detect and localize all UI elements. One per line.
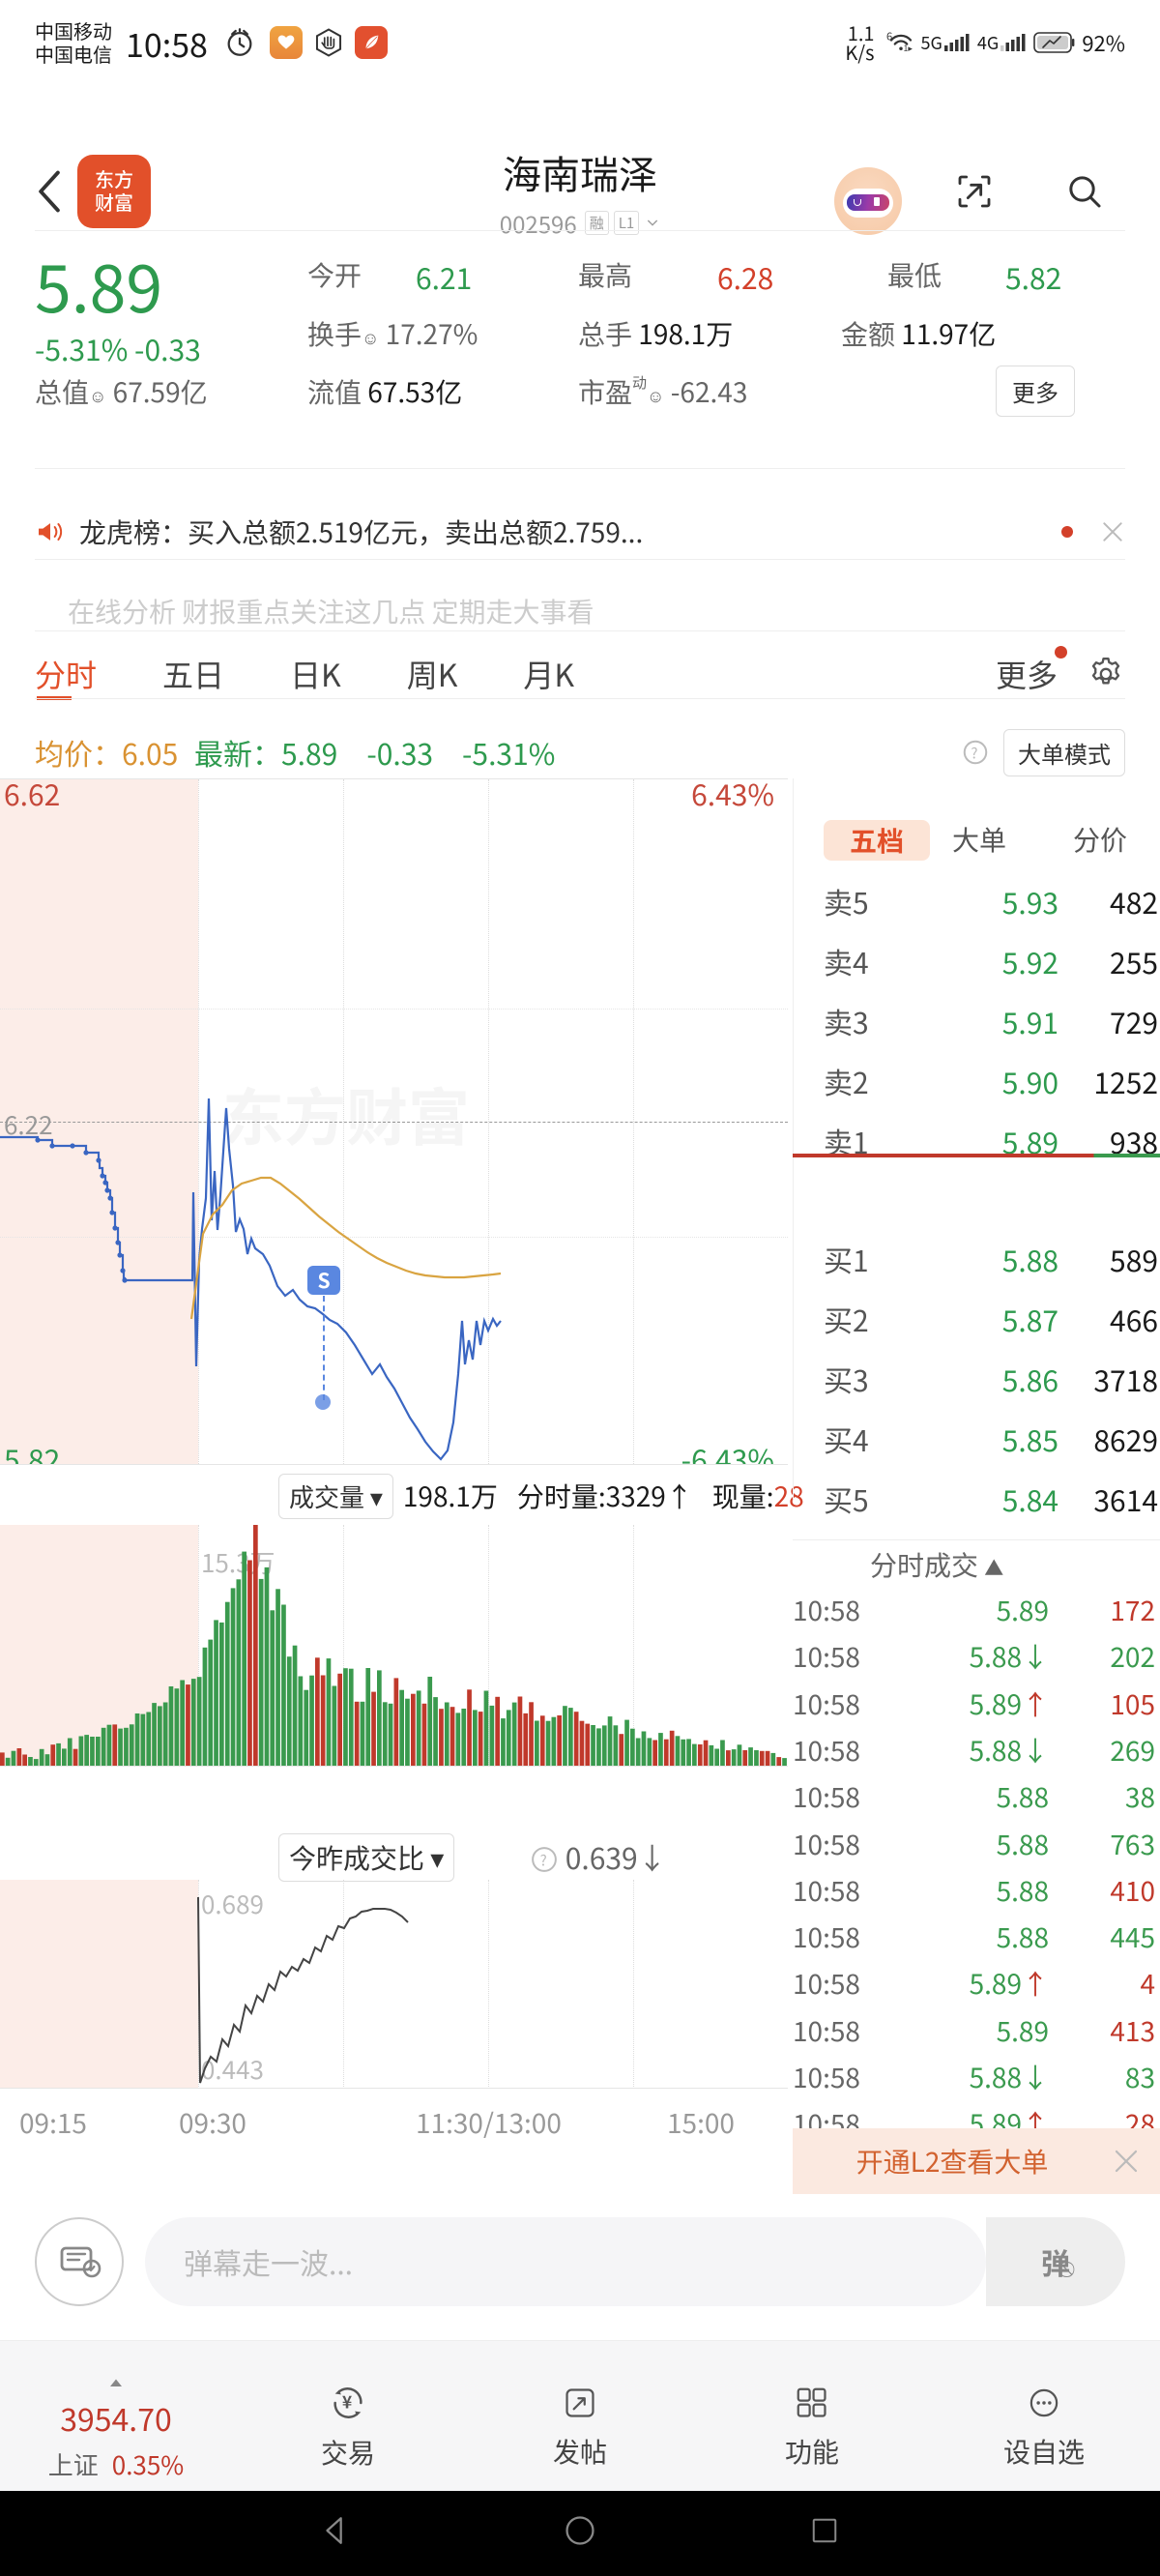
svg-text:?: ?	[540, 1850, 547, 1870]
svg-text:6: 6	[886, 29, 892, 44]
svg-text:1▸: 1▸	[903, 42, 913, 54]
svg-text:?: ?	[971, 743, 977, 763]
svg-text:¥: ¥	[342, 2389, 353, 2414]
